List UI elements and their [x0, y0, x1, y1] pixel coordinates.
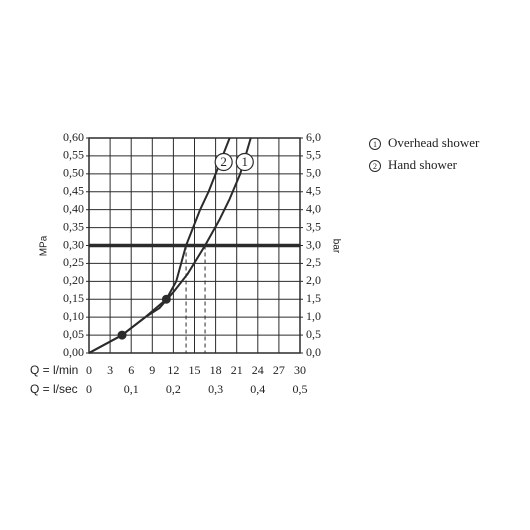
y-tick-label: 0,60	[63, 130, 84, 144]
x2-tick-label: 0,1	[124, 382, 139, 396]
x-axis-label: Q = l/min	[30, 363, 78, 377]
y-tick-label: 0,15	[63, 291, 84, 305]
y-tick-label: 0,45	[63, 184, 84, 198]
y-tick-label: 0,10	[63, 309, 84, 323]
y2-tick-label: 0,5	[306, 327, 321, 341]
legend-symbol	[369, 160, 381, 172]
y2-tick-label: 2,0	[306, 273, 321, 287]
y2-tick-label: 1,5	[306, 291, 321, 305]
legend-symbol	[369, 138, 381, 150]
y-tick-label: 0,55	[63, 148, 84, 162]
x-tick-label: 21	[231, 363, 243, 377]
y2-tick-label: 5,5	[306, 148, 321, 162]
series-line	[88, 137, 231, 354]
y2-tick-label: 2,5	[306, 255, 321, 269]
point	[161, 294, 171, 304]
y-tick-label: 0,20	[63, 273, 84, 287]
x2-tick-label: 0	[86, 382, 92, 396]
y2-tick-label: 0,0	[306, 345, 321, 359]
legend-symbol-label: 2	[373, 162, 377, 171]
x2-axis-label: Q = l/sec	[30, 382, 78, 396]
y-tick-label: 0,00	[63, 345, 84, 359]
y-tick-label: 0,25	[63, 255, 84, 269]
x2-tick-label: 0,3	[208, 382, 223, 396]
y2-tick-label: 3,0	[306, 237, 321, 251]
x-tick-label: 27	[273, 363, 285, 377]
y-axis-label: MPa	[39, 235, 50, 256]
y2-tick-label: 3,5	[306, 219, 321, 233]
x-tick-label: 3	[107, 363, 113, 377]
x-tick-label: 12	[167, 363, 179, 377]
y-tick-label: 0,30	[63, 237, 84, 251]
x2-tick-label: 0,5	[293, 382, 308, 396]
x-tick-label: 30	[294, 363, 306, 377]
y2-axis-label: bar	[330, 239, 341, 254]
legend-label: Hand shower	[388, 157, 458, 172]
x-tick-label: 0	[86, 363, 92, 377]
y2-tick-label: 5,0	[306, 166, 321, 180]
x-tick-label: 6	[128, 363, 134, 377]
y-tick-label: 0,40	[63, 201, 84, 215]
series-label-circle	[235, 152, 254, 172]
legend-label: Overhead shower	[388, 135, 480, 150]
y2-tick-label: 1,0	[306, 309, 321, 323]
y2-tick-label: 4,0	[306, 201, 321, 215]
legend-symbol-label: 1	[373, 140, 377, 149]
y-tick-label: 0,50	[63, 166, 84, 180]
x2-tick-label: 0,2	[166, 382, 181, 396]
y-tick-label: 0,05	[63, 327, 84, 341]
y2-tick-label: 4,5	[306, 184, 321, 198]
x2-tick-label: 0,4	[250, 382, 265, 396]
series-label: 1	[242, 154, 249, 169]
point	[117, 330, 127, 340]
x-tick-label: 15	[189, 363, 201, 377]
x-tick-label: 18	[210, 363, 222, 377]
x-tick-label: 24	[252, 363, 264, 377]
series-label-circle	[214, 152, 233, 172]
x-tick-label: 9	[149, 363, 155, 377]
series-label: 2	[220, 154, 227, 169]
y-tick-label: 0,35	[63, 219, 84, 233]
y2-tick-label: 6,0	[306, 130, 321, 144]
